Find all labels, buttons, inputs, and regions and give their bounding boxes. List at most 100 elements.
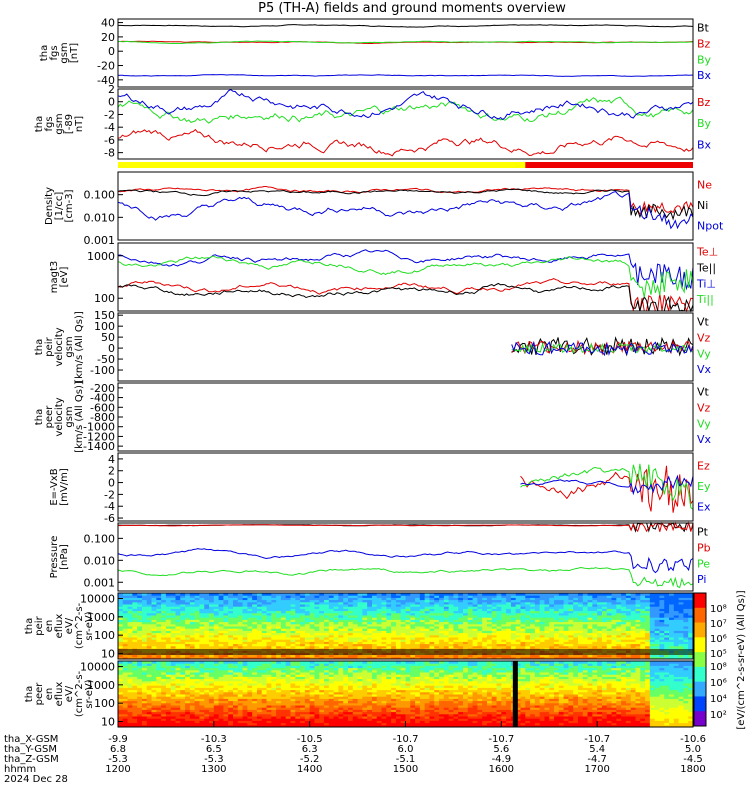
heatmap-cell [578,632,584,636]
heatmap-cell [669,656,675,660]
heatmap-cell [429,628,435,631]
heatmap-cell [367,626,373,629]
heatmap-cell [501,606,507,609]
heatmap-cell [213,621,220,625]
heatmap-cell [194,676,200,680]
heatmap-cell [530,610,536,614]
heatmap-cell [649,615,656,618]
series-line-Vx [511,340,694,357]
heatmap-cell [233,606,239,609]
heatmap-cell [209,595,215,598]
heatmap-cell [348,593,354,596]
heatmap-cell [228,626,234,629]
heatmap-cell [280,617,287,620]
heatmap-cell [141,700,148,704]
heatmap-cell [228,672,234,675]
heatmap-cell [194,630,200,634]
heatmap-cell [501,615,507,618]
heatmap-cell [352,632,359,636]
heatmap-cell [156,665,162,669]
heatmap-cell [611,604,617,607]
heatmap-cell [137,663,143,666]
heatmap-cell [357,630,363,634]
heatmap-cell [276,702,282,706]
heatmap-cell [357,595,363,598]
heatmap-cell [276,610,282,614]
heatmap-cell [659,630,665,634]
heatmap-cell [419,601,426,605]
heatmap-cell [573,630,579,634]
heatmap-cell [261,608,268,612]
heatmap-cell [213,599,220,603]
heatmap-cell [237,639,244,642]
heatmap-cell [295,696,301,699]
heatmap-cell [228,685,234,688]
heatmap-cell [381,621,387,625]
panel-6: -200-400-600-800-1000-1200-1400thapeerve… [34,381,712,453]
heatmap-cell [137,619,143,623]
heatmap-cell [348,615,354,618]
heatmap-cell [218,599,224,603]
heatmap-cell [300,696,306,699]
heatmap-cell [472,621,478,625]
heatmap-cell [530,643,536,647]
heatmap-cell [453,593,459,596]
heatmap-cell [415,641,421,645]
heatmap-cell [300,702,306,706]
heatmap-cell [362,610,368,614]
heatmap-cell [587,597,593,601]
heatmap-cell [199,617,205,620]
heatmap-cell [180,665,186,669]
heatmap-cell [477,610,483,614]
heatmap-cell [415,595,421,598]
heatmap-cell [223,663,229,666]
heatmap-cell [453,623,459,627]
heatmap-cell [122,619,129,623]
heatmap-cell [491,599,498,603]
heatmap-cell [654,599,660,603]
heatmap-cell [165,718,172,721]
heatmap-cell [209,705,215,708]
heatmap-cell [122,689,129,693]
heatmap-cell [199,610,205,614]
heatmap-cell [606,599,613,603]
heatmap-cell [189,654,196,658]
heatmap-cell [625,610,632,614]
heatmap-cell [122,606,129,609]
heatmap-cell [242,711,248,715]
heatmap-cell [395,593,402,596]
heatmap-cell [683,628,689,631]
heatmap-cell [573,601,579,605]
heatmap-cell [300,665,306,669]
heatmap-cell [486,595,493,598]
heatmap-cell [161,615,167,618]
heatmap-cell [161,604,167,607]
heatmap-cell [141,674,148,677]
heatmap-cell [256,713,263,717]
heatmap-cell [237,634,244,638]
heatmap-cell [228,632,234,636]
heatmap-cell [300,691,306,695]
heatmap-cell [654,639,660,642]
heatmap-cell [381,623,387,627]
heatmap-cell [601,628,608,631]
heatmap-cell [280,630,287,634]
heatmap-cell [223,639,229,642]
heatmap-cell [448,608,454,612]
heatmap-cell [688,634,694,638]
heatmap-cell [515,626,521,629]
heatmap-cell [122,612,129,616]
heatmap-cell [640,617,646,620]
heatmap-cell [328,628,335,631]
heatmap-cell [367,643,373,647]
heatmap-cell [304,722,311,726]
heatmap-cell [165,724,172,728]
heatmap-cell [204,678,210,682]
heatmap-cell [223,665,229,669]
y-axis-label-line: [mV/m] [59,468,70,506]
heatmap-cell [175,694,181,697]
heatmap-cell [252,669,258,673]
heatmap-cell [175,593,181,596]
heatmap-cell [458,608,464,612]
heatmap-cell [640,612,646,616]
